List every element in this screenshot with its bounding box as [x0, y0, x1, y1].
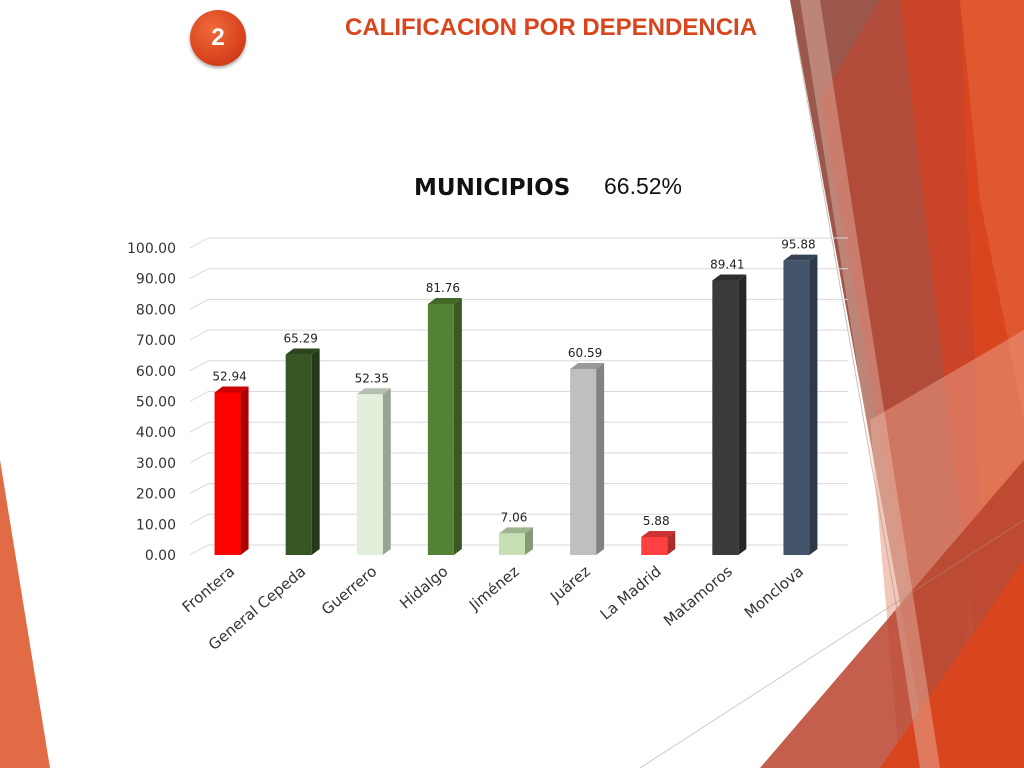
y-tick-label: 50.00	[136, 395, 176, 411]
bar	[641, 536, 668, 555]
slide-title: CALIFICACION POR DEPENDENCIA	[345, 14, 758, 41]
bar	[285, 354, 312, 555]
data-label: 60.59	[568, 346, 602, 360]
bar	[499, 533, 525, 555]
gridline-depth	[189, 268, 209, 280]
slide-number-badge: 2	[190, 10, 246, 66]
y-tick-label: 30.00	[136, 456, 176, 472]
bar	[712, 280, 739, 555]
gridline-depth	[189, 483, 209, 495]
bar-top	[285, 348, 320, 355]
bar	[427, 303, 454, 555]
bar	[214, 392, 241, 555]
y-tick-label: 20.00	[136, 487, 176, 503]
x-tick-label: La Madrid	[597, 562, 665, 623]
gridline-depth	[189, 237, 209, 249]
x-tick-label: Frontera	[179, 562, 238, 616]
y-tick-label: 10.00	[136, 517, 176, 533]
gridline-depth	[189, 360, 209, 372]
y-tick-label: 90.00	[136, 272, 176, 288]
x-tick-label: Monclova	[741, 562, 807, 622]
chart-title: MUNICIPIOS	[414, 175, 571, 201]
bar-top	[570, 362, 605, 369]
bar-side	[809, 254, 818, 555]
data-label: 52.35	[355, 371, 389, 385]
data-label: 65.29	[283, 332, 317, 346]
gridline-depth	[189, 544, 209, 556]
gridline-depth	[189, 421, 209, 433]
bar-top	[427, 297, 462, 304]
bar	[570, 368, 597, 555]
bar-top	[356, 388, 391, 395]
x-tick-label: Jiménez	[465, 562, 523, 614]
bar-side	[382, 388, 391, 555]
data-label: 81.76	[426, 281, 460, 295]
bar-side	[525, 527, 533, 555]
bar-side	[311, 348, 320, 555]
bar	[356, 394, 383, 555]
bar-top	[712, 274, 747, 281]
chart-percentage-annotation: 66.52%	[604, 173, 683, 199]
data-label: 95.88	[781, 238, 815, 252]
bar-top	[214, 386, 249, 393]
bar-side	[240, 386, 249, 555]
bar-top	[641, 530, 676, 537]
bar-side	[453, 297, 462, 555]
gridline-depth	[189, 452, 209, 464]
x-tick-label: Matamoros	[660, 562, 736, 630]
x-tick-label: Hidalgo	[396, 562, 451, 612]
y-tick-label: 100.00	[127, 241, 176, 257]
x-tick-label: Guerrero	[318, 562, 380, 618]
data-label: 89.41	[710, 258, 744, 272]
y-tick-label: 80.00	[136, 302, 176, 318]
data-label: 7.06	[501, 510, 528, 524]
y-tick-label: 60.00	[136, 364, 176, 380]
bar-top	[499, 527, 533, 534]
gridline-depth	[189, 391, 209, 402]
gridline-depth	[189, 298, 209, 310]
bar-side	[596, 362, 605, 555]
x-tick-label: Juárez	[546, 562, 594, 606]
bar-top	[783, 254, 818, 261]
data-label: 52.94	[212, 369, 246, 383]
bar	[783, 260, 810, 555]
y-tick-label: 40.00	[136, 425, 176, 441]
y-tick-label: 70.00	[136, 333, 176, 349]
bar-side	[738, 274, 747, 555]
y-tick-label: 0.00	[145, 548, 176, 564]
gridline-depth	[189, 329, 209, 341]
gridline-depth	[189, 513, 209, 525]
bar-side	[667, 530, 676, 555]
data-label: 5.88	[643, 514, 670, 528]
